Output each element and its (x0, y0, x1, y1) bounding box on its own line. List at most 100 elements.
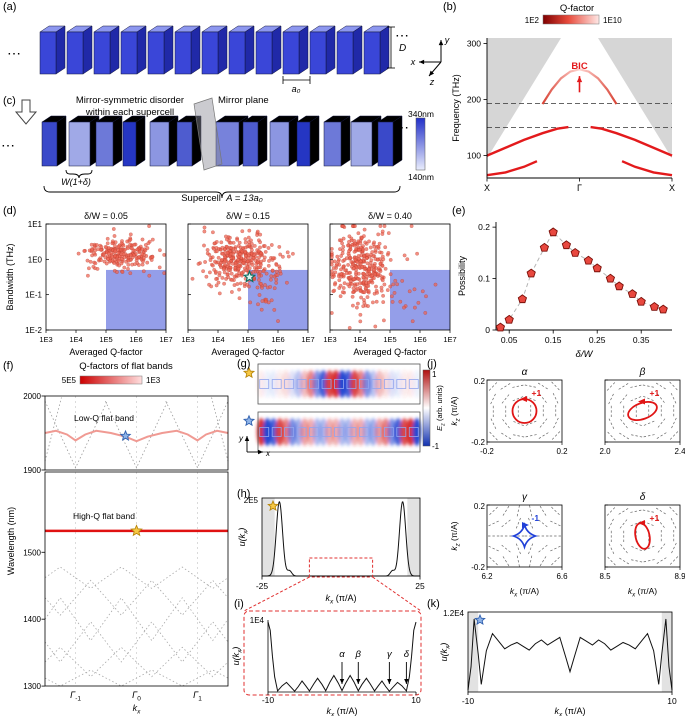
f-ytick: 1900 (23, 466, 41, 475)
j-panel-title: δ (640, 492, 646, 503)
b-title: Q-factor (560, 3, 594, 14)
panel-j-graphic: +1 α -0.2 0.2 0.2 -0.2 +1 β 2.0 2.4 -1 γ 6.2 6.6 0.2 -0… (449, 367, 685, 599)
j-ytick: 0.2 (474, 502, 486, 511)
d-xtick: 1E7 (159, 335, 172, 344)
g-colorbar-min: -1 (432, 442, 440, 451)
a-axis-z-label: z (429, 77, 435, 87)
i-bic-arrow-label: α (339, 649, 345, 660)
a-axis-x-label: x (410, 57, 416, 67)
panel-label-k: (k) (427, 598, 440, 610)
c-disorder-note-line1: Mirror-symmetric disorder (75, 95, 185, 106)
d-xtick: 1E6 (129, 335, 142, 344)
k-xtick: 10 (667, 696, 677, 706)
c-supercell-label: Supercell A = 13a₀ (132, 193, 312, 205)
i-ylabel: u(kx) (231, 647, 244, 666)
i-bic-arrow-label: δ (404, 649, 410, 660)
panel-label-b: (b) (443, 1, 457, 13)
j-ytick: -0.2 (471, 563, 485, 572)
f-xtick: Γ1 (193, 690, 202, 703)
c-supercell-word: Supercell (181, 193, 221, 204)
c-dots-right: ⋯ (395, 119, 409, 135)
panel-label-f: (f) (3, 360, 14, 372)
i-bic-arrow-label: γ (387, 649, 393, 660)
j-charge-label: +1 (650, 388, 660, 398)
b-colorbar-max: 1E10 (603, 16, 622, 25)
e-xtick: 0.15 (545, 335, 562, 345)
d-xtick: 1E4 (69, 335, 82, 344)
d-ylabel: Bandwidth (THz) (5, 243, 15, 310)
e-xtick: 0.05 (501, 335, 518, 345)
j-xlabel: kx (π/A) (628, 586, 657, 599)
k-xtick: -10 (462, 696, 475, 706)
c-supercell-formula: A = 13a₀ (226, 193, 263, 204)
g-axis-y-label: y (238, 434, 244, 443)
j-xtick: 6.6 (556, 572, 568, 581)
panel-label-j: (j) (427, 358, 437, 370)
d-xtick: 1E7 (443, 335, 456, 344)
d-xtick: 1E6 (271, 335, 284, 344)
h-ylabel: u(kx) (237, 528, 250, 547)
d-xtick: 1E4 (353, 335, 366, 344)
c-disorder-note-line2: within each supercell (85, 107, 175, 118)
f-title: Q-factors of flat bands (79, 361, 173, 372)
f-highq-band-label: High-Q flat band (73, 511, 135, 521)
d-xlabel: Averaged Q-factor (353, 347, 426, 357)
f-ylabel: Wavelength (nm) (6, 507, 16, 575)
j-xlabel: kx (π/A) (510, 586, 539, 599)
h-ytick: 2E5 (244, 496, 259, 505)
d-xtick: 1E6 (413, 335, 426, 344)
panel-e-graphic: 0 0.1 0.2 0.05 0.15 0.25 0.35 Possibility δ/W (457, 222, 672, 360)
f-ytick: 1400 (23, 615, 41, 624)
g-colorbar-label: Ez (arb. units) (435, 385, 447, 431)
d-xtick: 1E5 (99, 335, 112, 344)
g-colorbar-max: 1 (432, 370, 437, 379)
a-dots-left: ⋯ (7, 45, 21, 61)
b-ytick: 100 (467, 151, 481, 161)
panel-label-c: (c) (3, 95, 16, 107)
panel-k-graphic: 1.2E4 -10 10 u(kx) kx (π/A) (439, 609, 677, 716)
d-panel-title: δ/W = 0.05 (84, 211, 128, 221)
d-xlabel: Averaged Q-factor (69, 347, 142, 357)
panel-g-graphic: 1 -1 Ez (arb. units) y x (238, 363, 447, 458)
j-xtick: 2.0 (599, 447, 611, 456)
j-ytick: 0.2 (474, 377, 486, 386)
b-ytick: 300 (467, 39, 481, 49)
j-panel-title: γ (522, 492, 528, 503)
f-ytick: 1300 (23, 682, 41, 691)
a-axis-y-label: y (444, 35, 450, 45)
j-charge-label: +1 (650, 513, 660, 523)
j-ytick: -0.2 (471, 438, 485, 447)
panel-h-i-graphic: 2E5 -25 25 u(kx) kx (π/A) 1E4 -10 10 α β γ δ u(kx) kx… (231, 496, 425, 716)
e-xlabel: δ/W (576, 349, 594, 360)
c-colorbar-max-label: 340nm (408, 109, 434, 119)
e-ytick: 0.1 (478, 274, 490, 284)
panel-label-h: (h) (237, 488, 251, 500)
f-ytick: 2000 (23, 392, 41, 401)
b-xtick: Γ (577, 183, 582, 193)
g-axis-x-label: x (265, 449, 271, 458)
b-bic-annotation: BIC (571, 61, 588, 72)
h-xlabel: kx (π/A) (326, 593, 357, 606)
panel-label-i: (i) (234, 598, 244, 610)
d-xtick: 1E3 (181, 335, 194, 344)
j-xtick: -0.2 (480, 447, 494, 456)
f-ytick: 1500 (23, 548, 41, 557)
panel-a-graphic: Da₀ ⋯ ⋯ y x z (7, 25, 450, 94)
h-xtick: -25 (256, 581, 269, 591)
j-panel-title: α (522, 367, 528, 378)
panel-label-d: (d) (3, 205, 17, 217)
a-dots-right: ⋯ (395, 27, 409, 43)
i-xtick: 10 (411, 695, 421, 705)
j-xtick: 8.9 (674, 572, 685, 581)
e-ytick: 0.2 (478, 222, 490, 232)
d-xlabel: Averaged Q-factor (211, 347, 284, 357)
j-xtick: 2.4 (674, 447, 685, 456)
j-xtick: 0.2 (556, 447, 568, 456)
a-thickness-label: D (399, 43, 406, 54)
d-ytick: 1E-2 (25, 326, 42, 335)
i-bic-arrow-label: β (355, 649, 362, 660)
d-xtick: 1E3 (323, 335, 336, 344)
j-xtick: 6.2 (481, 572, 493, 581)
